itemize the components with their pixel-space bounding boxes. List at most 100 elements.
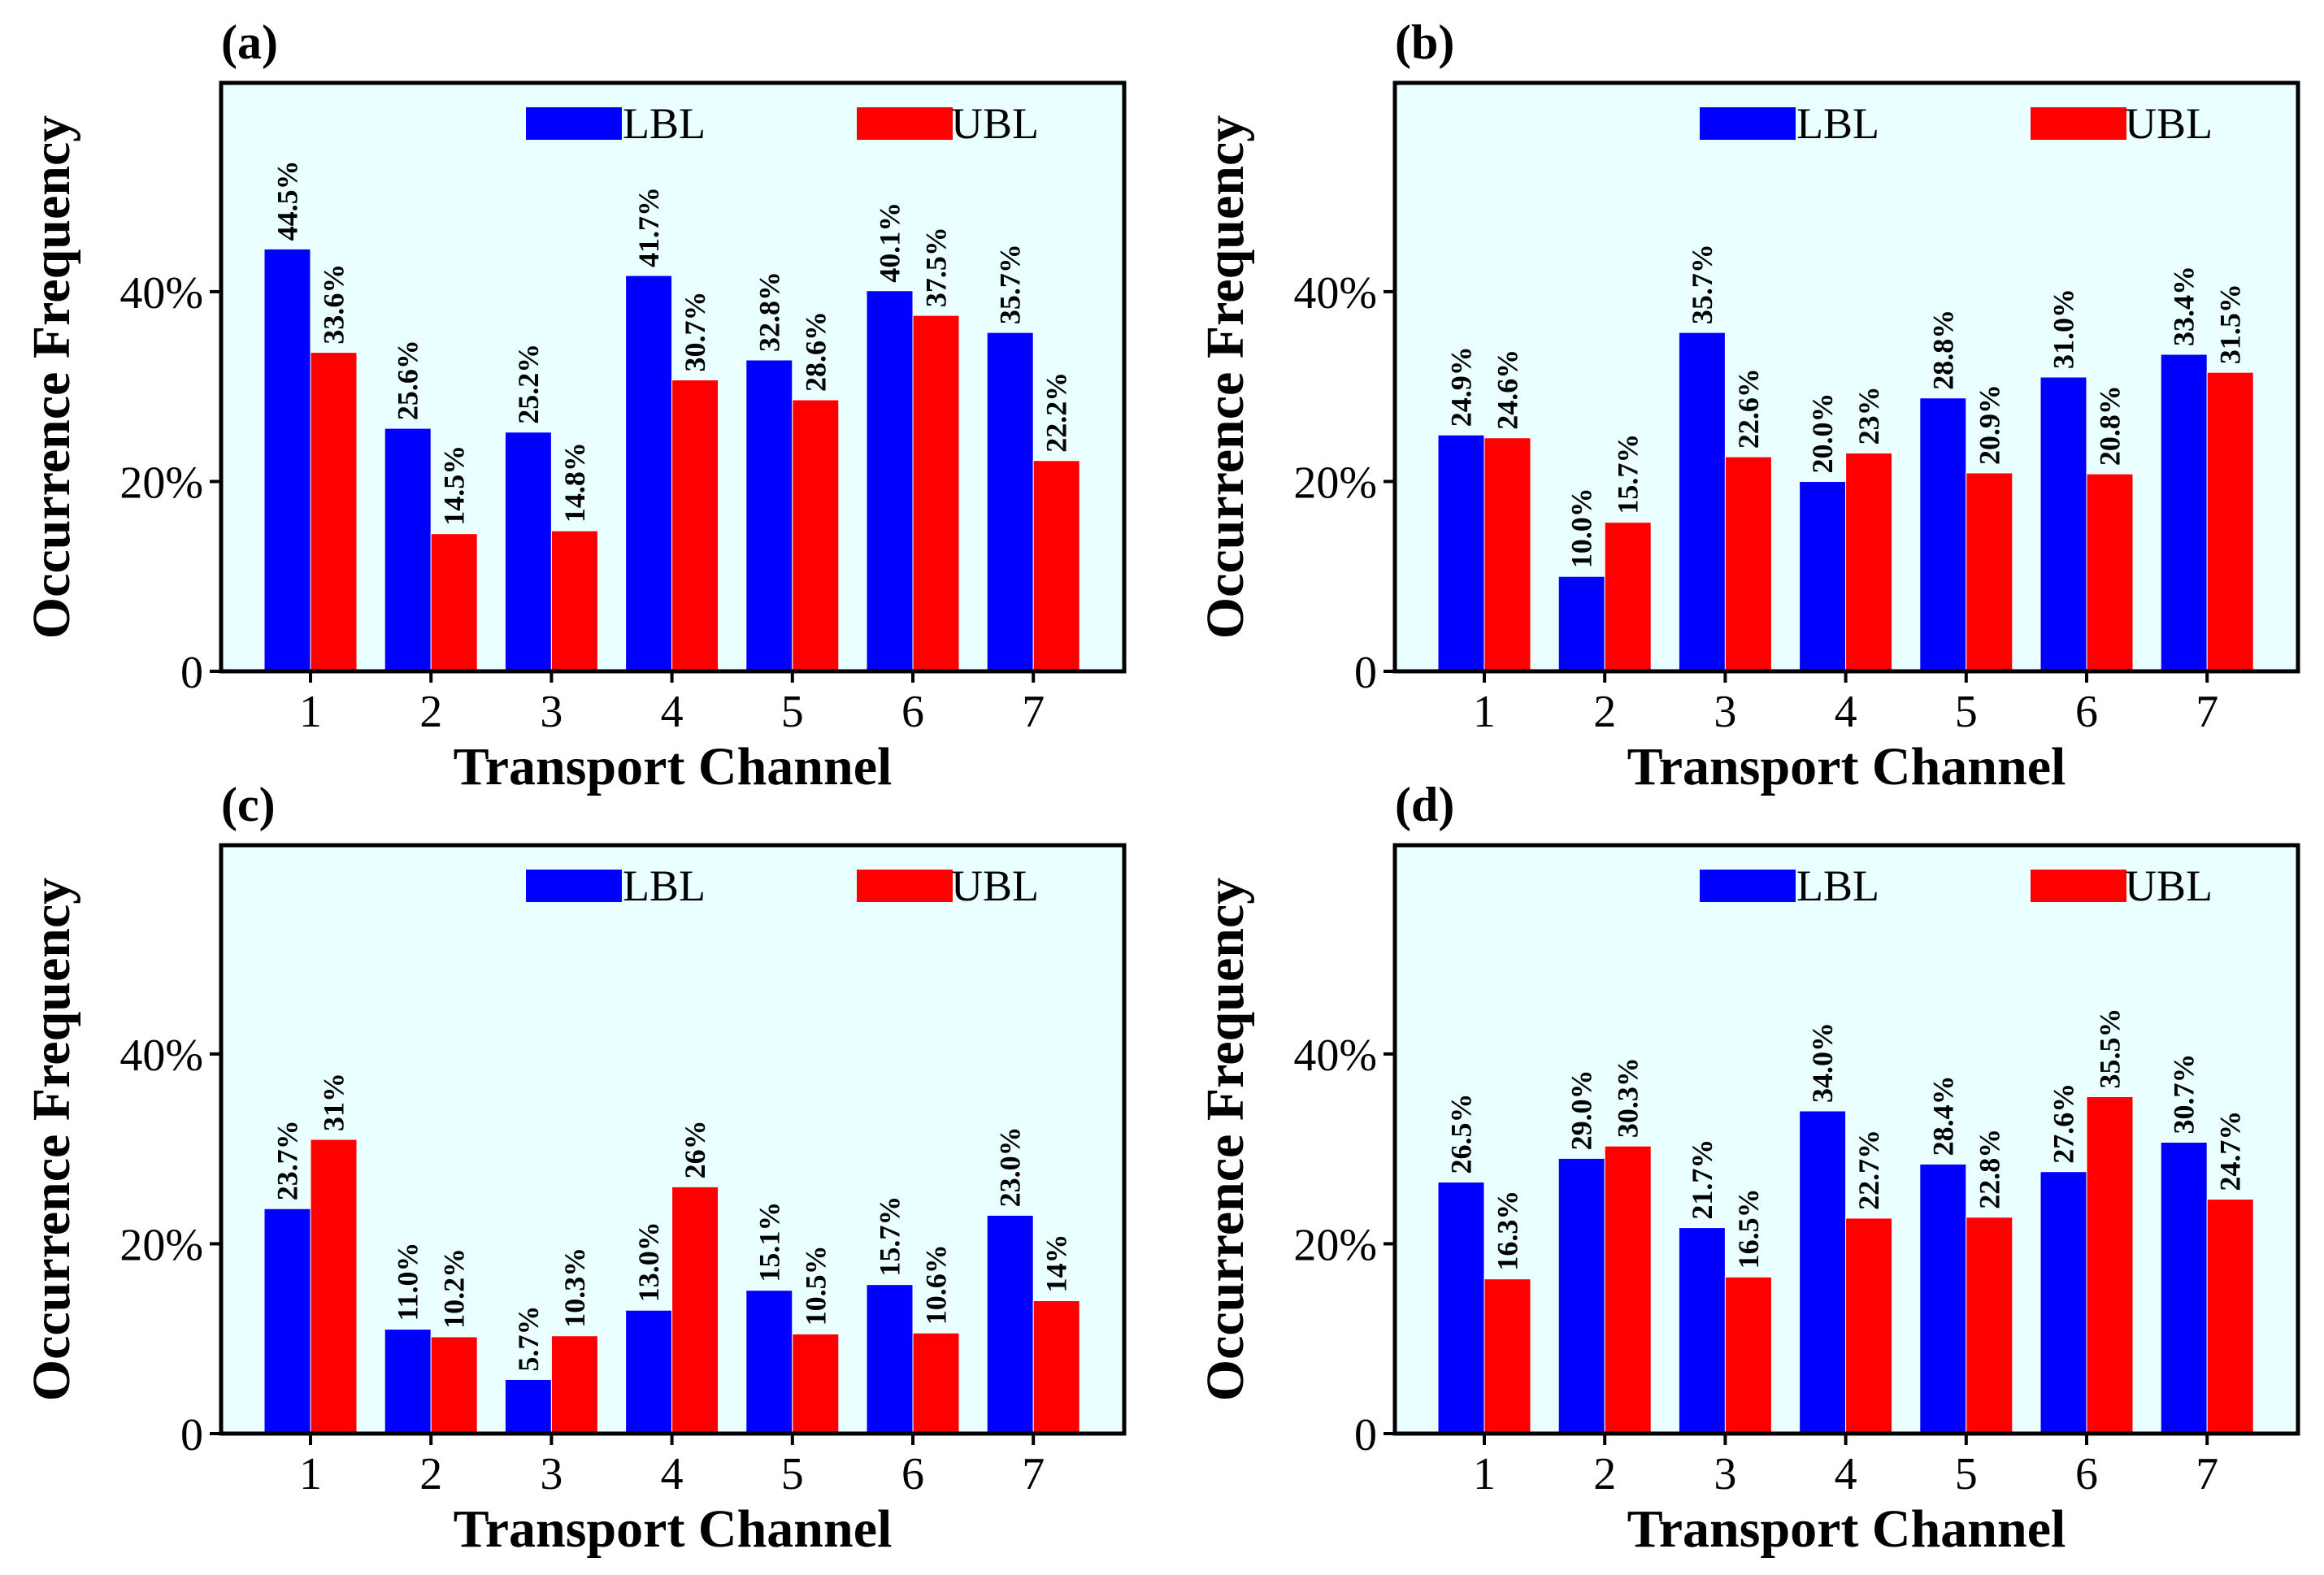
- bar-label-lbl-7: 30.7%: [2168, 1054, 2200, 1135]
- panel-letter: (c): [221, 778, 276, 831]
- bar-label-ubl-5: 20.9%: [1973, 384, 2005, 465]
- bar-label-lbl-1: 24.9%: [1445, 346, 1478, 427]
- y-tick-label: 20%: [119, 458, 203, 508]
- chart-panel-1: 44.5% 25.6% 25.2% 41.7% 32.8% 40.1% 35.7% 33.6%…: [22, 15, 1127, 796]
- legend-swatch-ubl: [2031, 870, 2126, 902]
- bar-label-ubl-7: 22.2%: [1040, 372, 1073, 453]
- bar-lbl-5: [1919, 1163, 1967, 1434]
- legend-swatch-lbl: [526, 107, 622, 140]
- legend-swatch-lbl: [1700, 107, 1796, 140]
- bar-lbl-3: [1678, 1227, 1726, 1434]
- bar-label-lbl-3: 5.7%: [512, 1305, 545, 1371]
- x-axis-label: Transport Channel: [454, 737, 893, 796]
- bar-ubl-3: [1724, 1276, 1772, 1434]
- bar-lbl-3: [1678, 332, 1726, 672]
- bar-lbl-2: [1557, 1157, 1605, 1434]
- bar-lbl-2: [384, 1329, 432, 1434]
- y-axis-label: Occurrence Frequency: [22, 115, 81, 640]
- bar-label-ubl-4: 30.7%: [679, 292, 711, 372]
- bar-label-lbl-5: 28.8%: [1927, 310, 1959, 390]
- bar-label-ubl-3: 22.6%: [1732, 368, 1765, 449]
- y-tick-label: 0: [1354, 1410, 1377, 1460]
- legend-label-ubl: UBL: [951, 861, 1039, 910]
- bar-lbl-4: [1799, 1110, 1847, 1434]
- bar-label-lbl-4: 13.0%: [632, 1221, 665, 1302]
- bar-lbl-1: [1437, 1182, 1485, 1434]
- bar-label-lbl-2: 10.0%: [1566, 488, 1598, 568]
- bar-label-ubl-3: 16.5%: [1732, 1188, 1765, 1269]
- x-tick-label: 5: [1955, 1449, 1978, 1499]
- bar-lbl-5: [745, 1290, 793, 1434]
- bar-label-ubl-6: 37.5%: [920, 227, 953, 307]
- bar-label-ubl-3: 14.8%: [558, 442, 591, 523]
- bar-label-ubl-2: 10.2%: [438, 1248, 471, 1329]
- bar-label-lbl-5: 32.8%: [753, 271, 785, 352]
- bar-label-lbl-2: 29.0%: [1566, 1070, 1598, 1150]
- bar-lbl-1: [263, 1208, 311, 1434]
- x-tick-label: 4: [1835, 1449, 1857, 1499]
- x-tick-label: 5: [781, 1449, 804, 1499]
- x-tick-label: 2: [1593, 1449, 1616, 1499]
- y-tick-label: 20%: [119, 1220, 203, 1270]
- y-tick-label: 40%: [119, 268, 203, 319]
- panel-letter: (d): [1395, 778, 1454, 831]
- chart-panel-4: 26.5% 29.0% 21.7% 34.0% 28.4% 27.6% 30.7% 16.3%…: [1196, 778, 2300, 1559]
- bar-label-lbl-6: 40.1%: [874, 202, 906, 283]
- x-tick-label: 6: [2075, 687, 2098, 737]
- bar-ubl-7: [1032, 1300, 1080, 1434]
- y-tick-label: 20%: [1293, 458, 1377, 508]
- bar-lbl-5: [1919, 397, 1967, 672]
- bar-label-ubl-1: 31%: [318, 1073, 350, 1131]
- bar-lbl-6: [2039, 376, 2087, 672]
- x-axis-label: Transport Channel: [454, 1499, 893, 1559]
- bar-lbl-7: [2160, 354, 2208, 672]
- bar-label-ubl-2: 14.5%: [438, 445, 471, 526]
- bar-ubl-5: [792, 399, 840, 672]
- bar-ubl-1: [310, 352, 358, 672]
- bar-label-lbl-4: 41.7%: [632, 187, 665, 267]
- chart-panel-2: 24.9% 10.0% 35.7% 20.0% 28.8% 31.0% 33.4% 24.6%…: [1196, 15, 2300, 796]
- bar-label-ubl-6: 20.8%: [2094, 385, 2126, 466]
- y-axis-label: Occurrence Frequency: [22, 878, 81, 1402]
- bar-label-lbl-7: 35.7%: [994, 244, 1027, 324]
- legend-label-ubl: UBL: [2125, 861, 2213, 910]
- bar-ubl-5: [1966, 1217, 2013, 1434]
- bar-ubl-4: [1845, 1217, 1893, 1434]
- bar-ubl-4: [1845, 452, 1893, 672]
- bar-label-ubl-4: 23%: [1853, 386, 1885, 445]
- x-tick-label: 1: [299, 687, 322, 737]
- x-tick-label: 7: [2196, 687, 2218, 737]
- bar-ubl-7: [2206, 1199, 2254, 1434]
- x-tick-label: 4: [661, 687, 684, 737]
- bar-lbl-7: [2160, 1142, 2208, 1434]
- x-tick-label: 1: [1473, 1449, 1496, 1499]
- legend-label-lbl: LBL: [1796, 99, 1879, 148]
- bar-label-ubl-1: 24.6%: [1492, 349, 1524, 430]
- bar-ubl-6: [912, 315, 960, 672]
- bar-label-ubl-3: 10.3%: [558, 1247, 591, 1328]
- x-tick-label: 3: [540, 1449, 563, 1499]
- bar-lbl-4: [625, 275, 673, 672]
- bar-label-ubl-6: 35.5%: [2094, 1008, 2126, 1088]
- bar-label-lbl-2: 25.6%: [392, 340, 424, 420]
- bar-lbl-5: [745, 359, 793, 672]
- bar-label-ubl-1: 16.3%: [1492, 1191, 1524, 1271]
- bar-ubl-7: [2206, 371, 2254, 672]
- bar-lbl-2: [384, 427, 432, 672]
- bar-ubl-3: [1724, 456, 1772, 672]
- legend-swatch-ubl: [857, 870, 953, 902]
- legend-label-ubl: UBL: [951, 99, 1039, 148]
- y-tick-label: 0: [1354, 648, 1377, 698]
- bar-ubl-1: [310, 1139, 358, 1434]
- bar-label-lbl-2: 11.0%: [392, 1243, 424, 1321]
- x-tick-label: 6: [2075, 1449, 2098, 1499]
- bar-lbl-1: [263, 248, 311, 672]
- bar-label-lbl-7: 23.0%: [994, 1126, 1027, 1207]
- bar-lbl-1: [1437, 434, 1485, 672]
- y-tick-label: 40%: [1293, 1030, 1377, 1081]
- bar-label-lbl-1: 26.5%: [1445, 1094, 1478, 1174]
- bar-ubl-2: [1604, 1145, 1652, 1434]
- bar-label-lbl-6: 27.6%: [2048, 1083, 2080, 1164]
- bar-lbl-7: [986, 1214, 1034, 1434]
- bar-label-lbl-4: 34.0%: [1806, 1022, 1839, 1103]
